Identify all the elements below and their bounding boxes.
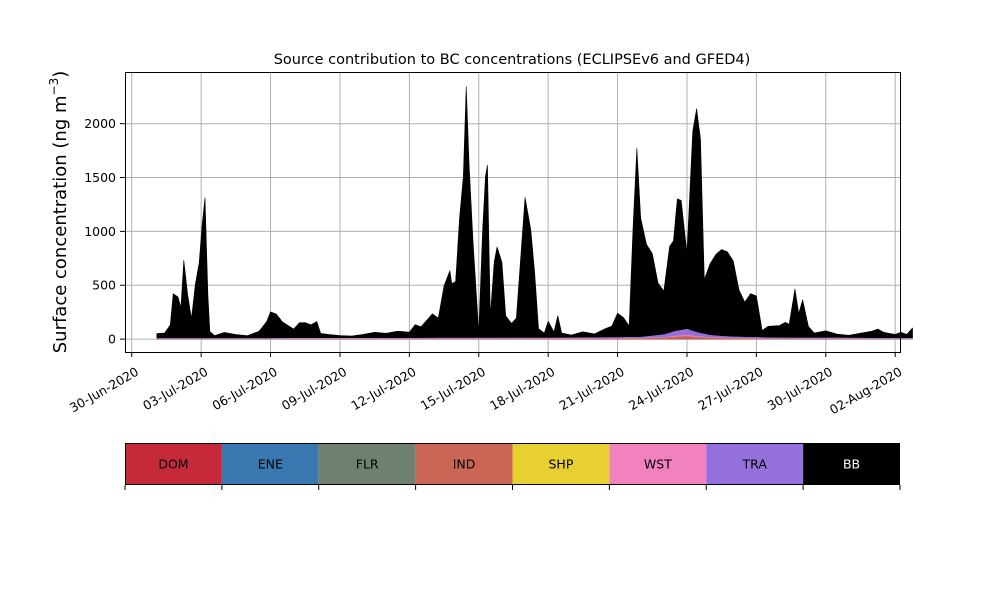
legend-label-dom: DOM (158, 457, 188, 472)
legend-label-ene: ENE (258, 457, 283, 472)
y-tick-label: 2000 (84, 116, 116, 131)
legend-label-bb: BB (843, 457, 860, 472)
legend-label-wst: WST (644, 457, 672, 472)
y-tick-label: 1500 (84, 170, 116, 185)
x-tick-label: 27-Jul-2020 (695, 364, 765, 413)
legend-colorbar: DOM ENE FLR IND SHP WST TRA BB (124, 443, 901, 490)
x-tick-label: 21-Jul-2020 (557, 364, 627, 413)
plot-area: 30-Jun-2020 03-Jul-2020 06-Jul-2020 09-Jul-… (67, 72, 913, 417)
y-tick-label: 0 (108, 332, 116, 347)
legend-label-flr: FLR (356, 457, 379, 472)
x-tick-label: 30-Jun-2020 (67, 364, 141, 415)
y-axis: 0 500 1000 1500 2000 (84, 116, 125, 347)
legend-swatch-ene (221, 443, 319, 485)
x-tick-label: 15-Jul-2020 (418, 364, 488, 413)
legend-label-ind: IND (453, 457, 476, 472)
x-tick-label: 06-Jul-2020 (210, 364, 280, 413)
x-tick-label: 18-Jul-2020 (487, 364, 557, 413)
legend-swatch-ind (415, 443, 513, 485)
legend-swatch-wst (609, 443, 707, 485)
x-tick-label: 24-Jul-2020 (626, 364, 696, 413)
legend-swatch-shp (512, 443, 610, 485)
grid-lines (125, 72, 900, 352)
x-tick-label: 02-Aug-2020 (827, 364, 905, 417)
y-axis-label: Surface concentration (ng m−3) (47, 71, 71, 354)
area-series-bb (156, 86, 913, 339)
plot-frame (125, 72, 901, 353)
y-axis-label-exponent: −3 (47, 78, 61, 96)
x-tick-label: 12-Jul-2020 (348, 364, 418, 413)
x-tick-label: 03-Jul-2020 (140, 364, 210, 413)
legend-swatch-tra (706, 443, 804, 485)
legend-swatch-flr (318, 443, 416, 485)
legend-frame (125, 443, 900, 485)
x-tick-label: 09-Jul-2020 (279, 364, 349, 413)
legend-swatch-dom (125, 443, 222, 485)
y-axis-label-main: Surface concentration (ng m (50, 95, 71, 353)
legend-label-shp: SHP (549, 457, 574, 472)
legend-swatch-bb (803, 443, 900, 485)
y-axis-label-close: ) (50, 71, 71, 78)
legend-label-tra: TRA (742, 457, 768, 472)
stacked-area-series (156, 86, 913, 340)
y-tick-label: 500 (92, 278, 116, 293)
chart-title: Source contribution to BC concentrations… (274, 52, 751, 68)
y-tick-label: 1000 (84, 224, 116, 239)
x-axis: 30-Jun-2020 03-Jul-2020 06-Jul-2020 09-Jul-… (67, 352, 905, 417)
x-tick-label: 30-Jul-2020 (765, 364, 835, 413)
